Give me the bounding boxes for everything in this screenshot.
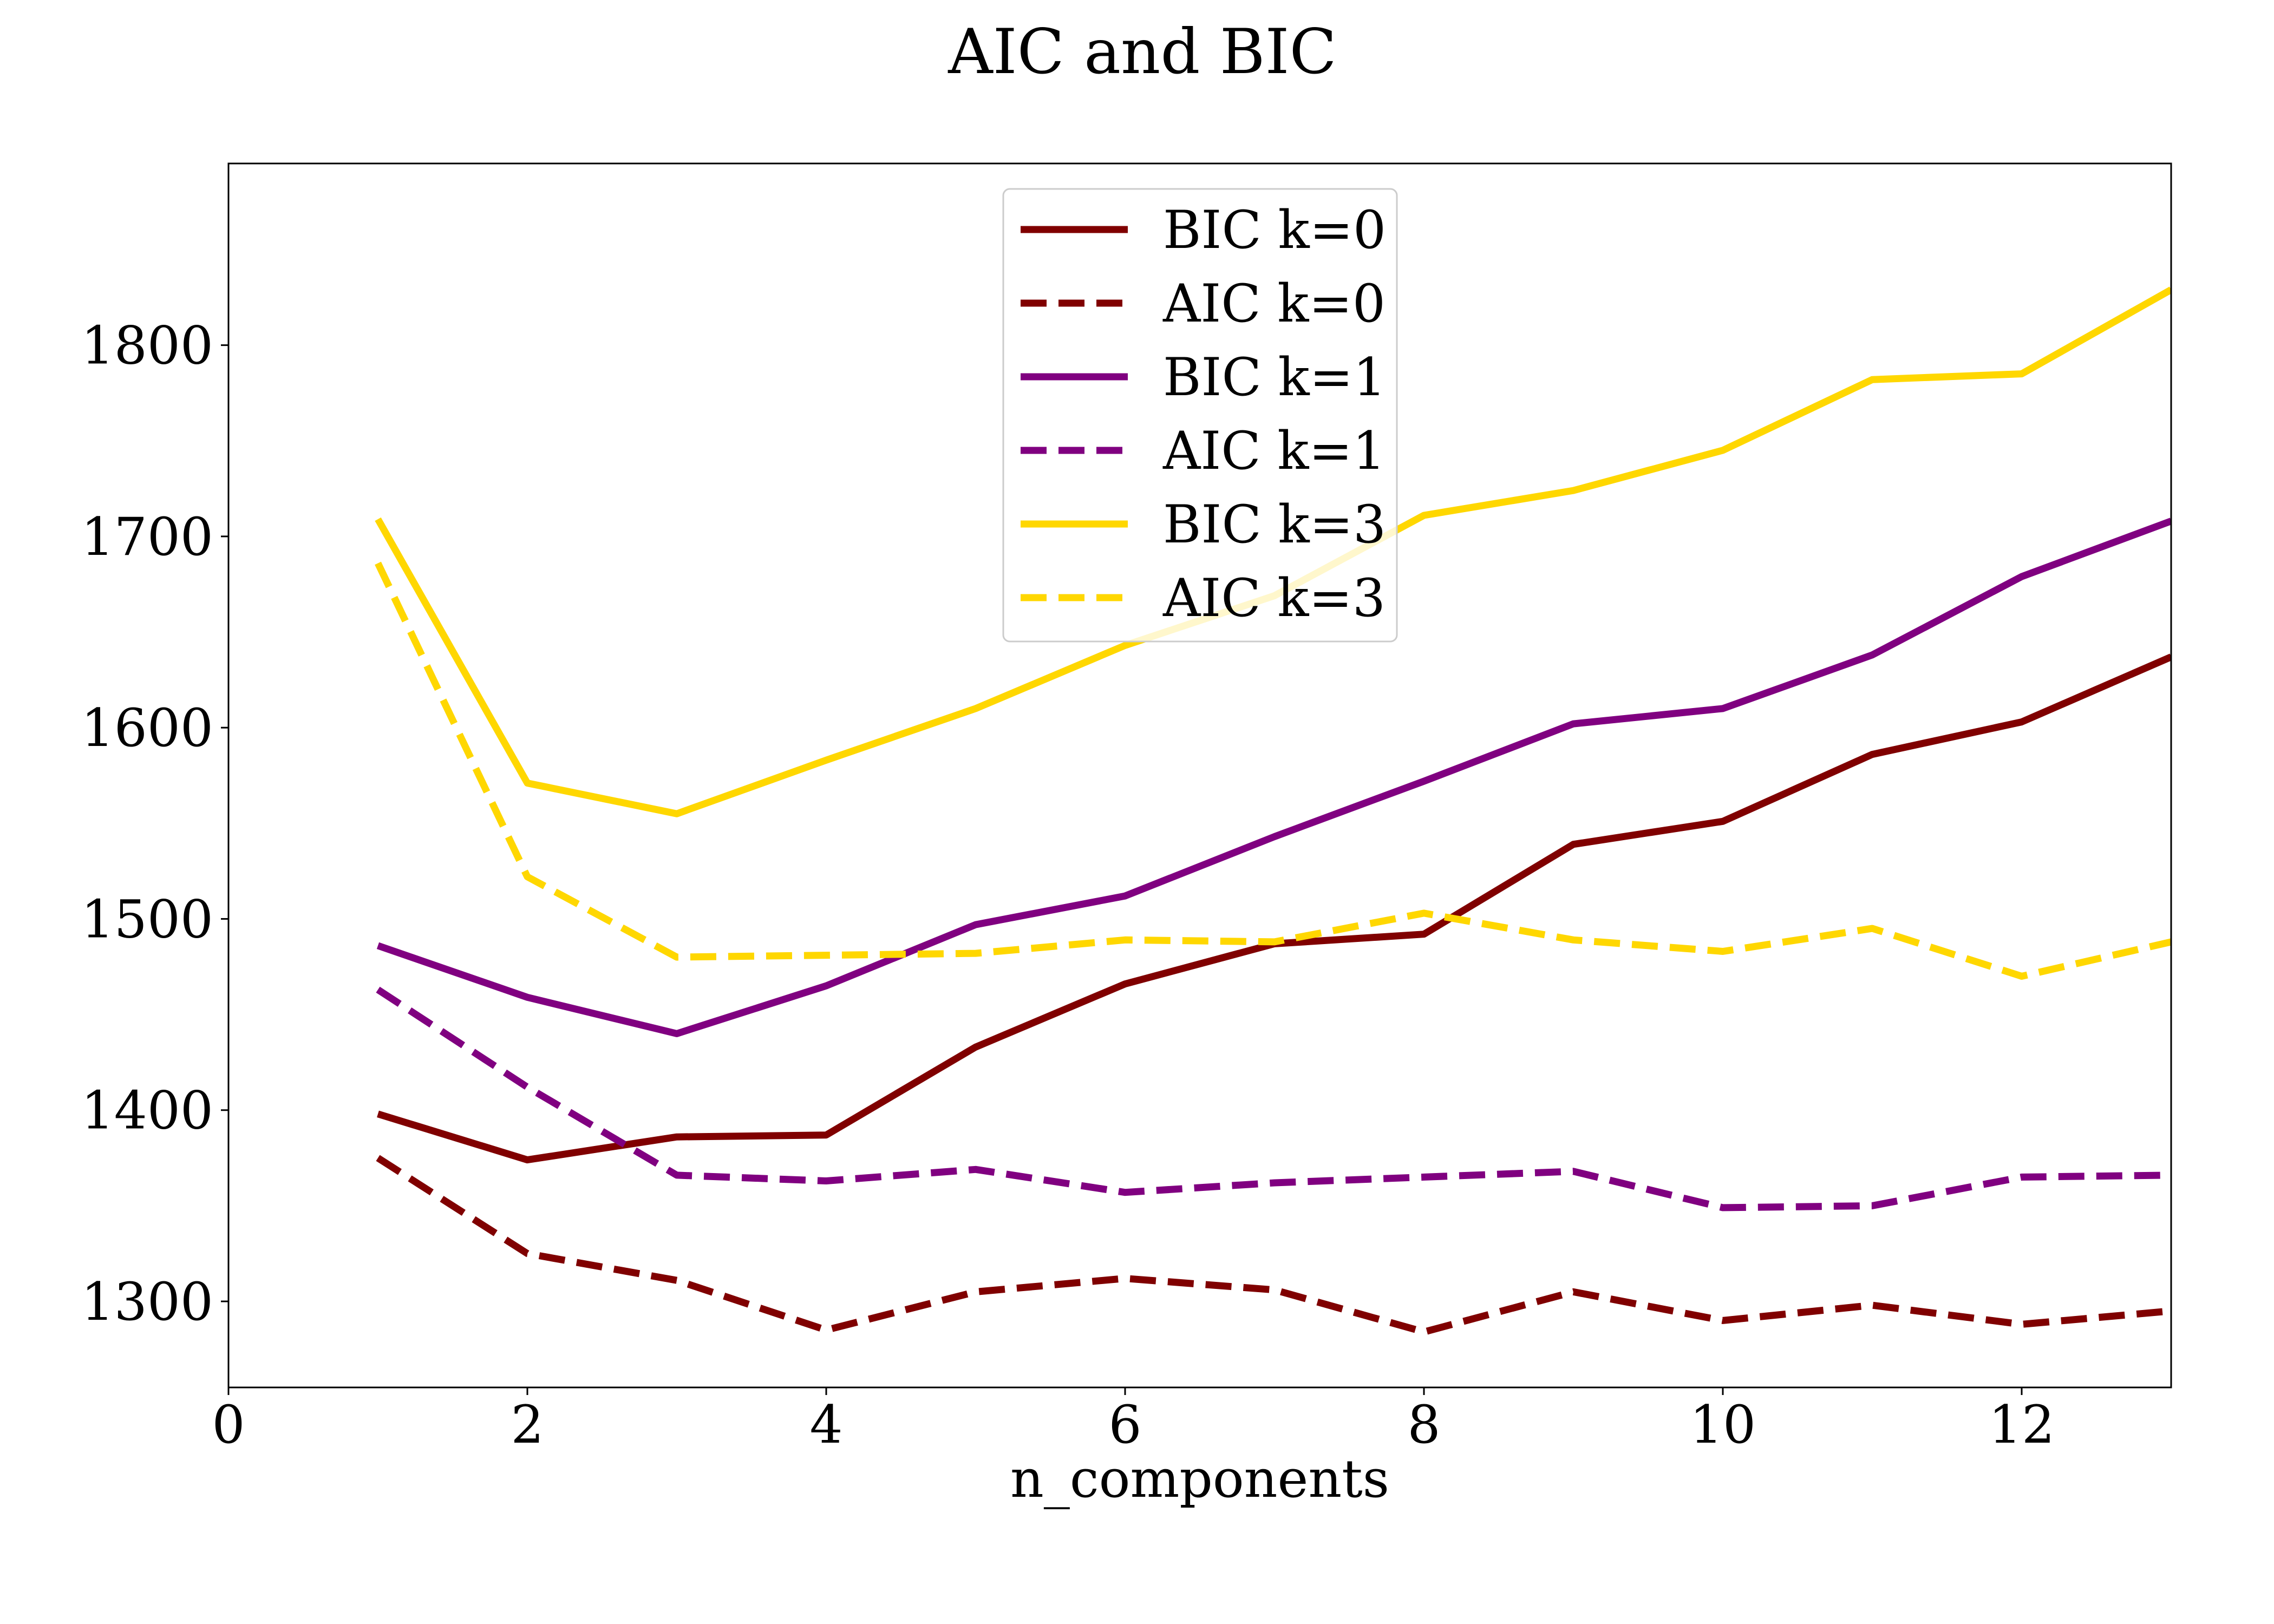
series-line-bic-k-1	[376, 518, 2171, 1037]
series-line-aic-k-3	[375, 561, 2171, 980]
x-tick-label: 6	[1108, 1394, 1141, 1455]
y-tick-label: 1600	[81, 698, 213, 758]
chart-title: AIC and BIC	[948, 16, 1336, 88]
x-tick-label: 10	[1690, 1394, 1756, 1455]
x-tick-label: 0	[212, 1394, 245, 1455]
legend-label-aic-k-3: AIC k=3	[1162, 568, 1386, 628]
legend-label-aic-k-0: AIC k=0	[1162, 273, 1386, 334]
x-axis-label: n_components	[1010, 1449, 1389, 1509]
x-tick-label: 8	[1407, 1394, 1440, 1455]
x-axis-ticks: 0 2 4 6 8 10 12	[212, 1387, 2055, 1455]
series-line-aic-k-1	[376, 986, 2171, 1212]
legend-label-aic-k-1: AIC k=1	[1162, 421, 1386, 481]
x-tick-label: 12	[1989, 1394, 2055, 1455]
legend-label-bic-k-3: BIC k=3	[1163, 494, 1386, 555]
x-tick-label: 4	[809, 1394, 842, 1455]
y-tick-label: 1700	[81, 507, 213, 567]
legend-label-bic-k-0: BIC k=0	[1163, 200, 1386, 260]
y-tick-label: 1300	[81, 1272, 213, 1332]
legend-label-bic-k-1: BIC k=1	[1163, 347, 1386, 408]
plot-frame	[227, 162, 2172, 1389]
y-tick-label: 1400	[81, 1081, 213, 1141]
legend: BIC k=0 AIC k=0 BIC k=1 AIC k=1 BIC k=3 AIC k…	[1002, 188, 1398, 643]
y-tick-label: 1800	[81, 316, 213, 376]
y-tick-label: 1500	[81, 889, 213, 949]
x-tick-label: 2	[511, 1394, 544, 1455]
y-axis-ticks: 1300 1400 1500 1600 1700 1800	[81, 316, 228, 1332]
